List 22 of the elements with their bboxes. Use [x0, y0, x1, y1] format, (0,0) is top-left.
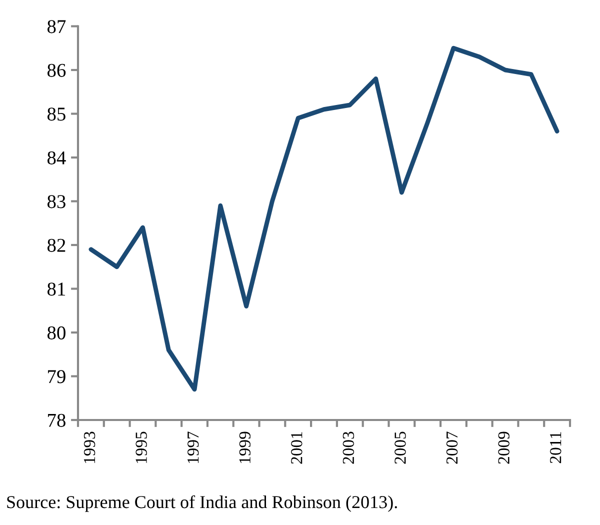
y-tick-label: 84 [47, 151, 66, 164]
y-tick-label: 87 [47, 20, 66, 34]
x-tick-label: 2011 [550, 432, 562, 464]
x-tick-label: 1995 [136, 432, 147, 463]
x-tick-label: 2003 [342, 432, 354, 464]
x-tick-label: 2007 [446, 432, 458, 464]
y-tick-label: 83 [47, 195, 66, 208]
x-tick-label: 1993 [84, 432, 96, 463]
y-tick-label: 85 [47, 108, 66, 121]
x-tick-label: 2009 [498, 432, 510, 464]
x-tick-label: 1999 [239, 432, 250, 463]
y-tick-label: 79 [48, 370, 66, 384]
x-tick-label: 2005 [394, 432, 406, 464]
y-tick-label: 78 [48, 414, 66, 427]
x-tick-label: 1997 [188, 432, 199, 463]
x-tick-label: 2001 [291, 432, 302, 464]
line-series [88, 46, 560, 392]
y-tick-label: 86 [47, 64, 66, 77]
y-tick-label: 81 [47, 282, 66, 296]
y-tick-label: 82 [47, 238, 66, 252]
y-tick-label: 80 [47, 326, 66, 340]
source-note: Source: Supreme Court of India and Robinson (2013). [7, 495, 397, 512]
